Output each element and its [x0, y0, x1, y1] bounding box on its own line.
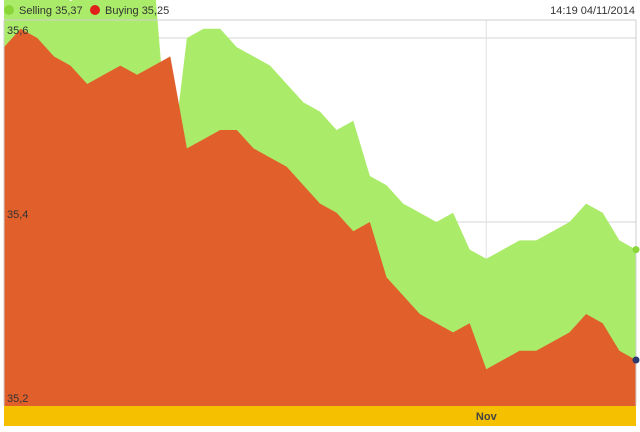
selling-last-point — [632, 246, 640, 254]
buying-area — [4, 28, 636, 407]
chart-header: Selling 35,37 Buying 35,25 14:19 04/11/2… — [4, 5, 635, 17]
end-markers — [632, 246, 640, 364]
buying-last-point — [632, 356, 640, 364]
buying-legend-label: Buying 35,25 — [105, 5, 169, 17]
y-tick-label-2: 35,6 — [7, 25, 28, 37]
y-tick-label-0: 35,2 — [7, 393, 28, 405]
y-tick-label-1: 35,4 — [7, 209, 28, 221]
buying-legend-dot — [90, 5, 100, 15]
y-axis-labels: 35,2 35,4 35,6 — [7, 25, 28, 405]
plot-frame — [3, 19, 637, 406]
x-axis-band — [4, 406, 636, 426]
selling-legend-dot — [4, 5, 14, 15]
selling-legend-label: Selling 35,37 — [19, 5, 83, 17]
x-axis-labels: Nov — [476, 411, 498, 423]
timestamp: 14:19 04/11/2014 — [550, 5, 635, 17]
plot-areas — [4, 0, 636, 407]
x-tick-label-0: Nov — [476, 411, 498, 423]
